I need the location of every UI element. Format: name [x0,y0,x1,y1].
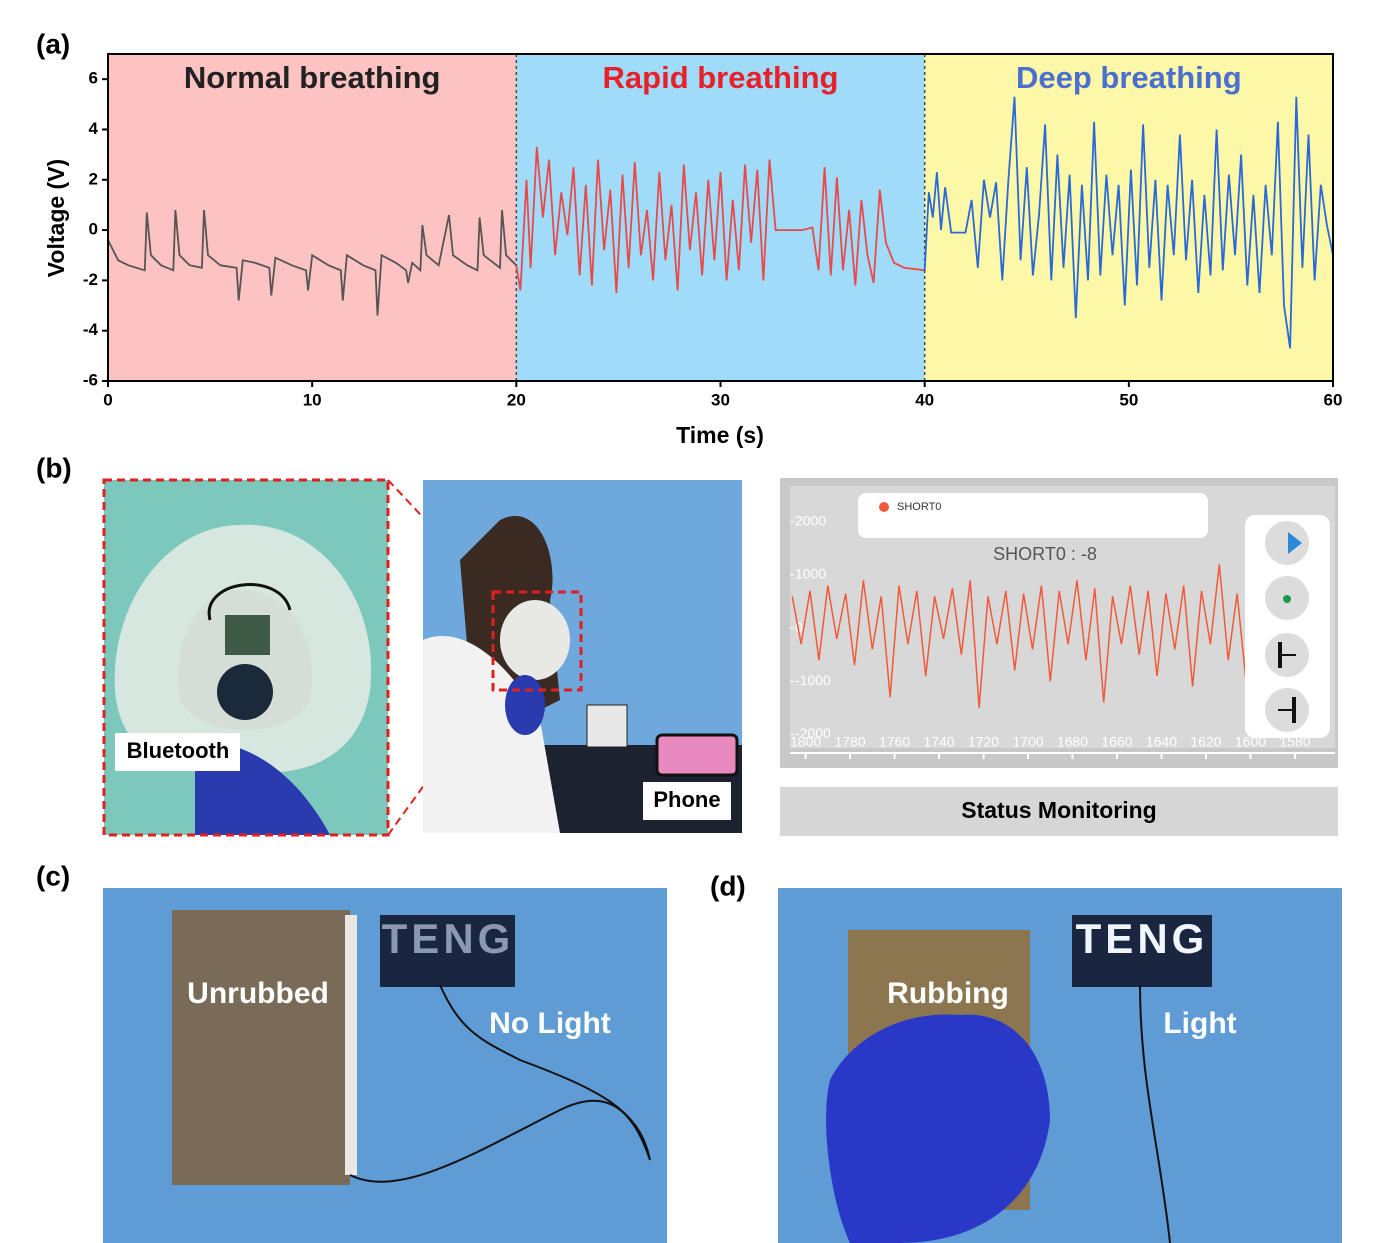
app-screen [780,478,1338,768]
photo-label: Phone [653,787,720,812]
y-tick-label: 6 [89,69,98,88]
x-tick-label: 1740 [923,734,954,750]
x-tick-label: 1700 [1012,734,1043,750]
signal-line [923,96,1334,349]
app-controls [780,515,1338,836]
panel-label: (c) [36,860,70,891]
photo-label: Bluetooth [127,738,230,763]
board-text: TENG [382,915,515,962]
photo-label: No Light [489,1007,611,1040]
signal-line [791,553,1327,708]
x-tick-label: 10 [303,390,322,409]
board-text: TENG [1076,915,1209,962]
photo-label: Unrubbed [187,977,329,1010]
panel-label: (d) [710,870,746,901]
photo-rubbing [778,888,1342,1243]
x-tick-label: 0 [103,390,112,409]
x-tick-label: 1620 [1190,734,1221,750]
y-tick-label: 0 [795,619,803,635]
region-label: Normal breathing [184,60,441,95]
y-tick-label: 2000 [795,513,826,529]
y-tick-label: -6 [83,370,98,389]
photo-label: Rubbing [887,977,1009,1010]
y-axis-label: Voltage (V) [43,159,69,277]
x-tick-label: 60 [1324,390,1343,409]
y-tick-label: -2000 [795,725,831,741]
y-tick-label: 0 [89,220,98,239]
readout: SHORT0 : -8 [993,544,1097,564]
status-title: Status Monitoring [961,797,1156,823]
x-tick-label: 20 [507,390,526,409]
x-tick-label: 1720 [968,734,999,750]
legend-label: SHORT0 [897,501,941,513]
x-tick-label: 50 [1119,390,1138,409]
x-tick-label: 40 [915,390,934,409]
x-tick-label: 1660 [1101,734,1132,750]
region-band [108,54,517,381]
x-tick-label: 30 [711,390,730,409]
signal-line [515,147,925,294]
y-tick-label: 1000 [795,566,826,582]
x-axis-label: Time (s) [676,422,764,448]
x-tick-label: 1640 [1146,734,1177,750]
y-tick-label: -2 [83,270,98,289]
signal-line [107,209,517,316]
region-label: Deep breathing [1016,60,1242,95]
panel-label: (b) [36,452,72,483]
photo-unrubbed [103,888,667,1243]
x-tick-label: 1760 [879,734,910,750]
region-label: Rapid breathing [603,60,839,95]
y-tick-label: -4 [83,320,99,339]
panel-label: (a) [36,28,70,59]
x-tick-label: 1800 [790,734,821,750]
y-tick-label: 2 [89,169,98,188]
photo-mask [102,478,390,837]
photo-person [423,480,742,833]
x-tick-label: 1680 [1057,734,1088,750]
photo-label: Light [1163,1007,1236,1040]
y-tick-label: 4 [89,119,99,138]
x-tick-label: 1780 [834,734,865,750]
y-tick-label: -1000 [795,672,831,688]
